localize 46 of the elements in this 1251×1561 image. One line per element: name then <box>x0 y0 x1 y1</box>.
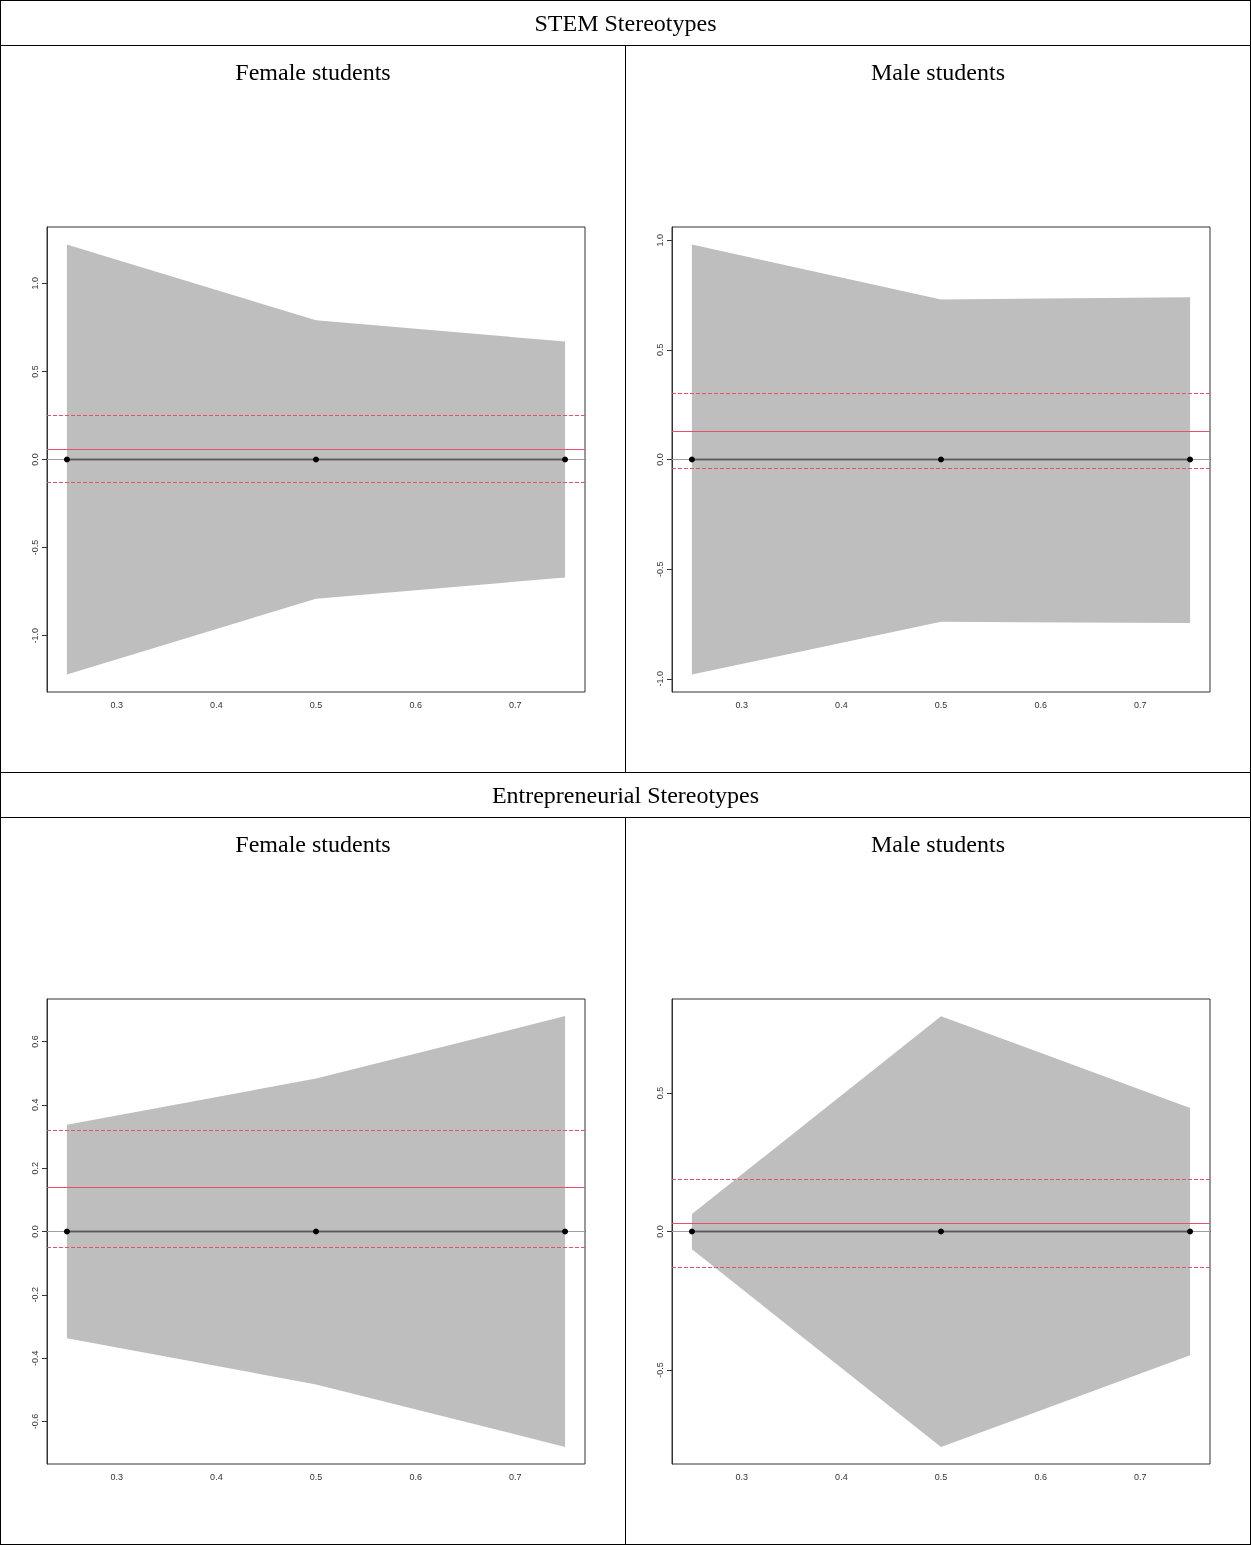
x-tick-label: 0.7 <box>1134 699 1147 710</box>
x-tick-label: 0.3 <box>110 1471 123 1482</box>
x-tick-label: 0.3 <box>735 1471 748 1482</box>
y-tick-label: 0.2 <box>29 1161 40 1175</box>
x-tick-label: 0.7 <box>1134 1471 1147 1482</box>
y-tick-label: -0.2 <box>29 1287 40 1303</box>
x-tick-label: 0.5 <box>934 1471 948 1482</box>
y-tick-label: 0.0 <box>29 453 40 466</box>
y-tick-label: -0.4 <box>29 1350 40 1366</box>
x-tick-label: 0.6 <box>409 699 422 710</box>
y-tick-label: 0.0 <box>654 453 665 466</box>
y-tick-label: 1.0 <box>29 277 40 290</box>
y-tick-label: 0.5 <box>654 343 665 357</box>
y-tick-label: -1.0 <box>29 627 40 644</box>
text: Entrepreneurial Stereotypes <box>0 772 1251 818</box>
x-tick-label: 0.4 <box>210 1471 223 1482</box>
y-tick-label: 0.6 <box>29 1035 40 1048</box>
x-tick-label: 0.5 <box>309 699 323 710</box>
x-tick-label: 0.3 <box>735 699 748 710</box>
chart-title: Female students <box>234 830 392 859</box>
chart-title: Male students <box>870 830 1006 859</box>
x-tick-label: 0.6 <box>409 1471 422 1482</box>
y-tick-label: -0.6 <box>29 1413 40 1430</box>
y-tick-label: 0.5 <box>654 1086 665 1100</box>
y-tick-label: 0.0 <box>29 1225 40 1238</box>
y-tick-label: -1.0 <box>654 671 665 687</box>
x-tick-label: 0.5 <box>309 1471 323 1482</box>
chart-title: Female students <box>234 58 392 87</box>
x-tick-label: 0.6 <box>1034 1471 1047 1482</box>
y-tick-label: 0.5 <box>29 365 40 378</box>
y-tick-label: 1.0 <box>654 233 665 247</box>
x-tick-label: 0.4 <box>835 1471 848 1482</box>
y-tick-label: 0.0 <box>654 1225 665 1238</box>
text: STEM Stereotypes <box>0 0 1251 46</box>
x-tick-label: 0.6 <box>1034 699 1047 710</box>
x-tick-label: 0.4 <box>835 699 848 710</box>
y-tick-label: -0.5 <box>29 539 40 556</box>
y-tick-label: -0.5 <box>654 1362 665 1378</box>
x-tick-label: 0.7 <box>509 699 522 710</box>
x-tick-label: 0.4 <box>210 699 223 710</box>
y-tick-label: 0.4 <box>29 1098 40 1112</box>
x-tick-label: 0.7 <box>509 1471 522 1482</box>
y-tick-label: -0.5 <box>654 561 665 577</box>
chart-title: Male students <box>870 58 1006 87</box>
x-tick-label: 0.3 <box>110 699 123 710</box>
x-tick-label: 0.5 <box>934 699 948 710</box>
